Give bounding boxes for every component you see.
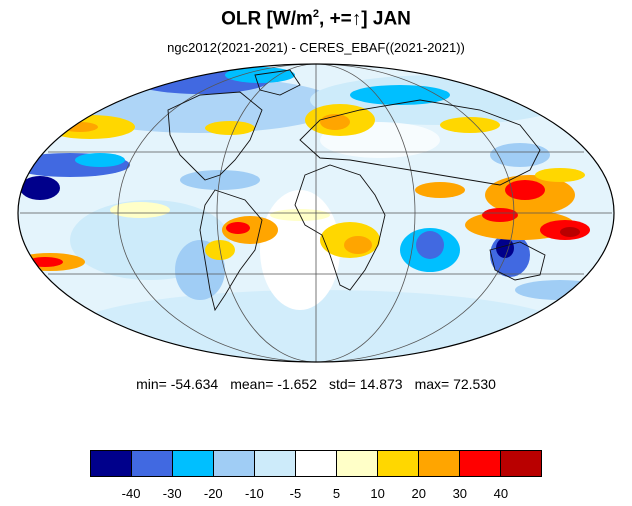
globe-outline <box>17 63 615 363</box>
statistics-line: min= -54.634 mean= -1.652 std= 14.873 max= … <box>0 376 632 392</box>
colorbar-swatch <box>132 451 173 476</box>
map-subtitle: ngc2012(2021-2021) - CERES_EBAF((2021-20… <box>167 40 465 55</box>
colorbar-tick-label: 5 <box>332 486 341 501</box>
stat-max: max= 72.530 <box>414 376 496 392</box>
title-prefix: OLR [W/m <box>221 8 313 30</box>
stat-mean: mean= -1.652 <box>230 376 317 392</box>
colorbar-swatch <box>501 451 541 476</box>
map-title: OLR [W/m2, +=↑] JAN <box>0 8 632 30</box>
colorbar-tick-label: 20 <box>411 486 426 501</box>
colorbar-tick-label: -5 <box>289 486 302 501</box>
colorbar-swatch <box>91 451 132 476</box>
colorbar <box>90 450 542 477</box>
coastlines <box>167 69 546 312</box>
colorbar-tick-label: -10 <box>244 486 264 501</box>
title-superscript: 2 <box>312 8 320 20</box>
world-map <box>17 63 615 363</box>
colorbar-swatch <box>214 451 255 476</box>
colorbar-tick-label: 40 <box>493 486 509 501</box>
colorbar-swatch <box>337 451 378 476</box>
colorbar-swatch <box>173 451 214 476</box>
colorbar-swatch <box>460 451 501 476</box>
colorbar-tick-label: -30 <box>162 486 182 501</box>
colorbar-swatch <box>296 451 337 476</box>
colorbar-tick-label: 10 <box>370 486 385 501</box>
colorbar-swatch <box>419 451 460 476</box>
colorbar-tick-label: -20 <box>203 486 223 501</box>
colorbar-labels: -40 -30 -20 -10 -5 5 10 20 30 40 <box>90 486 542 504</box>
colorbar-tick-label: -40 <box>121 486 141 501</box>
stat-min: min= -54.634 <box>136 376 219 392</box>
title-suffix: , +=↑] JAN <box>319 8 411 30</box>
colorbar-tick-label: 30 <box>452 486 468 501</box>
stat-std: std= 14.873 <box>329 376 403 392</box>
colorbar-swatch <box>255 451 296 476</box>
colorbar-swatch <box>378 451 419 476</box>
